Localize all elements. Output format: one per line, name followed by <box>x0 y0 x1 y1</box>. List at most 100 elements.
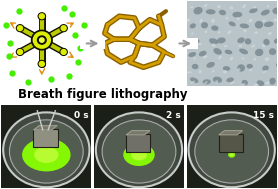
Ellipse shape <box>190 77 198 83</box>
Circle shape <box>16 49 24 55</box>
Circle shape <box>60 49 67 55</box>
Ellipse shape <box>192 39 200 43</box>
Circle shape <box>60 25 67 32</box>
Ellipse shape <box>211 25 219 31</box>
Ellipse shape <box>205 31 207 33</box>
Ellipse shape <box>187 71 192 73</box>
Ellipse shape <box>229 22 236 26</box>
Ellipse shape <box>251 44 255 48</box>
Circle shape <box>39 14 44 19</box>
Ellipse shape <box>188 52 196 57</box>
Ellipse shape <box>254 32 258 34</box>
Ellipse shape <box>185 19 190 22</box>
Ellipse shape <box>206 9 215 14</box>
Circle shape <box>39 38 44 42</box>
Ellipse shape <box>225 50 232 54</box>
Circle shape <box>61 50 66 54</box>
Ellipse shape <box>277 83 278 86</box>
Ellipse shape <box>131 149 147 160</box>
Ellipse shape <box>211 19 215 23</box>
Ellipse shape <box>269 78 276 85</box>
Ellipse shape <box>223 70 227 74</box>
Polygon shape <box>219 131 242 135</box>
Circle shape <box>16 25 24 32</box>
Ellipse shape <box>193 7 203 14</box>
Ellipse shape <box>249 19 252 22</box>
Ellipse shape <box>212 43 216 47</box>
Ellipse shape <box>230 153 234 156</box>
Circle shape <box>38 60 45 67</box>
Ellipse shape <box>192 64 198 69</box>
FancyBboxPatch shape <box>219 134 243 152</box>
Ellipse shape <box>190 23 196 29</box>
Ellipse shape <box>198 43 202 45</box>
Polygon shape <box>126 131 150 135</box>
Ellipse shape <box>239 45 242 47</box>
Ellipse shape <box>276 62 278 68</box>
Ellipse shape <box>191 81 195 84</box>
Ellipse shape <box>237 37 245 43</box>
Ellipse shape <box>263 39 270 45</box>
Circle shape <box>39 61 44 66</box>
Ellipse shape <box>262 44 265 47</box>
Ellipse shape <box>262 66 269 71</box>
Text: 2 s: 2 s <box>167 111 181 120</box>
Ellipse shape <box>206 62 215 68</box>
Ellipse shape <box>269 48 276 55</box>
Text: Breath figure lithography: Breath figure lithography <box>18 88 188 101</box>
Ellipse shape <box>190 6 193 8</box>
Ellipse shape <box>261 10 270 15</box>
Ellipse shape <box>217 5 221 8</box>
Ellipse shape <box>253 58 256 61</box>
Ellipse shape <box>9 120 83 183</box>
Ellipse shape <box>209 38 218 44</box>
Ellipse shape <box>242 4 246 8</box>
Polygon shape <box>34 126 57 130</box>
FancyBboxPatch shape <box>33 129 58 147</box>
Ellipse shape <box>268 32 272 35</box>
Text: 15 s: 15 s <box>253 111 274 120</box>
Ellipse shape <box>102 120 176 183</box>
Circle shape <box>18 50 23 54</box>
Ellipse shape <box>239 49 248 54</box>
Ellipse shape <box>274 18 277 22</box>
Ellipse shape <box>223 66 230 71</box>
Ellipse shape <box>277 70 278 73</box>
Ellipse shape <box>249 69 252 71</box>
Ellipse shape <box>224 45 227 47</box>
Ellipse shape <box>22 138 71 171</box>
Ellipse shape <box>215 80 219 84</box>
Ellipse shape <box>237 17 240 20</box>
Ellipse shape <box>257 80 264 86</box>
Text: 0 s: 0 s <box>74 111 89 120</box>
Ellipse shape <box>200 19 203 22</box>
Ellipse shape <box>226 77 234 82</box>
Ellipse shape <box>225 17 228 19</box>
Ellipse shape <box>217 37 226 43</box>
Ellipse shape <box>246 64 253 69</box>
Ellipse shape <box>265 57 269 61</box>
Ellipse shape <box>232 12 242 18</box>
FancyBboxPatch shape <box>126 134 150 152</box>
Ellipse shape <box>228 152 235 158</box>
Ellipse shape <box>230 57 233 60</box>
Ellipse shape <box>227 30 231 34</box>
Ellipse shape <box>274 38 278 44</box>
Ellipse shape <box>264 22 274 27</box>
Ellipse shape <box>249 8 258 13</box>
Circle shape <box>33 32 50 48</box>
Ellipse shape <box>263 19 266 22</box>
Ellipse shape <box>195 120 269 183</box>
Ellipse shape <box>272 8 278 14</box>
Ellipse shape <box>230 81 235 84</box>
Circle shape <box>61 26 66 31</box>
Ellipse shape <box>263 70 267 73</box>
Ellipse shape <box>237 68 240 71</box>
Ellipse shape <box>255 49 263 56</box>
Ellipse shape <box>3 112 90 187</box>
Ellipse shape <box>213 48 222 55</box>
Circle shape <box>18 26 23 31</box>
Ellipse shape <box>242 80 248 85</box>
Circle shape <box>38 13 45 20</box>
Ellipse shape <box>199 51 207 57</box>
